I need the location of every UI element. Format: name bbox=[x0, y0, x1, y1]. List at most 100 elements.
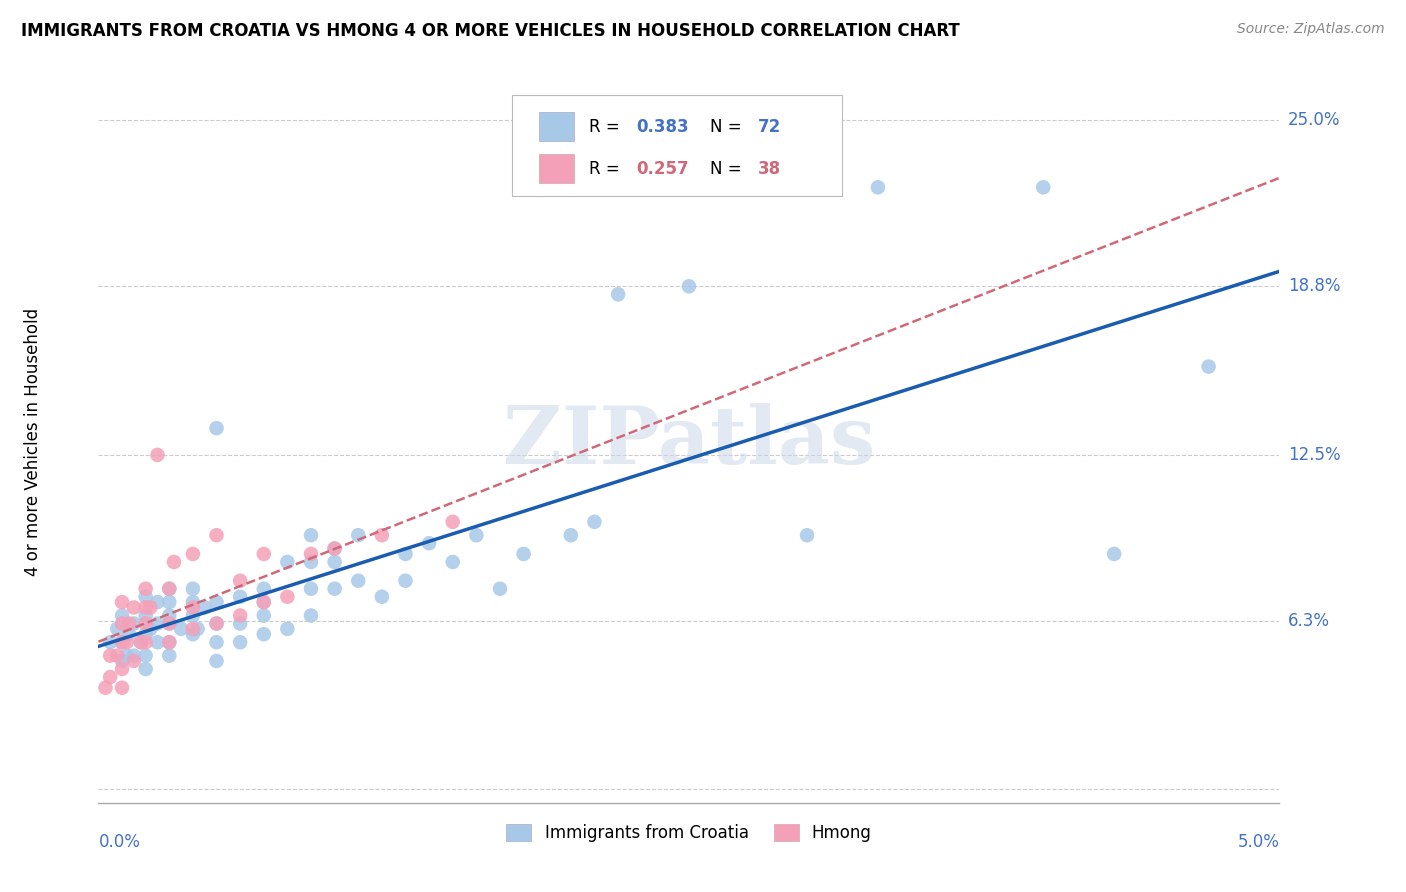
Point bbox=[94, 681, 117, 695]
Point bbox=[253, 627, 276, 641]
Point bbox=[157, 635, 180, 649]
Point bbox=[105, 648, 128, 663]
Text: 4 or more Vehicles in Household: 4 or more Vehicles in Household bbox=[24, 308, 42, 575]
Point bbox=[276, 590, 298, 604]
Point bbox=[170, 622, 193, 636]
Point bbox=[394, 574, 416, 588]
Point bbox=[111, 635, 134, 649]
Point bbox=[129, 635, 152, 649]
Point bbox=[299, 528, 322, 542]
Point bbox=[157, 595, 180, 609]
Point bbox=[118, 616, 141, 631]
Point bbox=[146, 635, 169, 649]
Point bbox=[111, 662, 134, 676]
Point bbox=[323, 582, 346, 596]
Point bbox=[157, 635, 180, 649]
Point bbox=[323, 541, 346, 556]
Point bbox=[181, 600, 204, 615]
Point bbox=[560, 528, 582, 542]
Text: N =: N = bbox=[710, 118, 747, 136]
Point bbox=[146, 595, 169, 609]
Point bbox=[678, 279, 700, 293]
Legend: Immigrants from Croatia, Hmong: Immigrants from Croatia, Hmong bbox=[499, 817, 879, 848]
Point bbox=[796, 528, 818, 542]
Text: 0.257: 0.257 bbox=[636, 160, 689, 178]
FancyBboxPatch shape bbox=[512, 95, 842, 196]
Point bbox=[229, 635, 252, 649]
Text: 72: 72 bbox=[758, 118, 780, 136]
Point bbox=[135, 600, 157, 615]
Point bbox=[135, 582, 157, 596]
Point bbox=[98, 648, 121, 663]
Text: R =: R = bbox=[589, 160, 624, 178]
Point bbox=[1032, 180, 1054, 194]
Point bbox=[394, 547, 416, 561]
Point bbox=[139, 622, 162, 636]
Point bbox=[276, 622, 298, 636]
Point bbox=[135, 662, 157, 676]
Point bbox=[1198, 359, 1220, 374]
Point bbox=[205, 616, 228, 631]
Text: 25.0%: 25.0% bbox=[1288, 112, 1340, 129]
Point bbox=[205, 528, 228, 542]
Point bbox=[157, 616, 180, 631]
Point bbox=[181, 547, 204, 561]
Point bbox=[98, 635, 121, 649]
Point bbox=[347, 574, 370, 588]
Point bbox=[98, 670, 121, 684]
Point bbox=[135, 635, 157, 649]
Point bbox=[323, 541, 346, 556]
Point bbox=[115, 635, 138, 649]
Point bbox=[194, 600, 217, 615]
Point bbox=[157, 608, 180, 623]
Point bbox=[253, 547, 276, 561]
Point bbox=[115, 648, 138, 663]
Point bbox=[111, 608, 134, 623]
Point bbox=[205, 595, 228, 609]
Text: 0.383: 0.383 bbox=[636, 118, 689, 136]
Point bbox=[181, 608, 204, 623]
Point bbox=[122, 648, 145, 663]
Point bbox=[157, 582, 180, 596]
Point bbox=[229, 616, 252, 631]
Point bbox=[139, 600, 162, 615]
Text: 38: 38 bbox=[758, 160, 780, 178]
Point bbox=[111, 635, 134, 649]
Text: IMMIGRANTS FROM CROATIA VS HMONG 4 OR MORE VEHICLES IN HOUSEHOLD CORRELATION CHA: IMMIGRANTS FROM CROATIA VS HMONG 4 OR MO… bbox=[21, 22, 960, 40]
Text: Source: ZipAtlas.com: Source: ZipAtlas.com bbox=[1237, 22, 1385, 37]
Point bbox=[135, 616, 157, 631]
Point bbox=[205, 616, 228, 631]
Point bbox=[135, 627, 157, 641]
Point bbox=[135, 648, 157, 663]
Point bbox=[205, 421, 228, 435]
Point bbox=[347, 528, 370, 542]
Point bbox=[299, 555, 322, 569]
FancyBboxPatch shape bbox=[538, 154, 575, 183]
Point bbox=[111, 681, 134, 695]
Point bbox=[465, 528, 488, 542]
Text: 5.0%: 5.0% bbox=[1237, 833, 1279, 851]
Point bbox=[157, 648, 180, 663]
Point bbox=[157, 616, 180, 631]
Point bbox=[253, 595, 276, 609]
Point bbox=[489, 582, 512, 596]
Point bbox=[299, 547, 322, 561]
Point bbox=[163, 555, 186, 569]
Text: R =: R = bbox=[589, 118, 624, 136]
Point bbox=[135, 608, 157, 623]
Point bbox=[181, 627, 204, 641]
Point bbox=[229, 574, 252, 588]
Point bbox=[418, 536, 440, 550]
Text: ZIPatlas: ZIPatlas bbox=[503, 402, 875, 481]
Point bbox=[181, 595, 204, 609]
Point bbox=[111, 654, 134, 668]
Text: N =: N = bbox=[710, 160, 747, 178]
Point bbox=[181, 582, 204, 596]
Point bbox=[122, 600, 145, 615]
Point bbox=[229, 590, 252, 604]
Point bbox=[129, 635, 152, 649]
Text: 6.3%: 6.3% bbox=[1288, 612, 1330, 630]
Point bbox=[1102, 547, 1125, 561]
Point bbox=[299, 582, 322, 596]
Point bbox=[111, 595, 134, 609]
